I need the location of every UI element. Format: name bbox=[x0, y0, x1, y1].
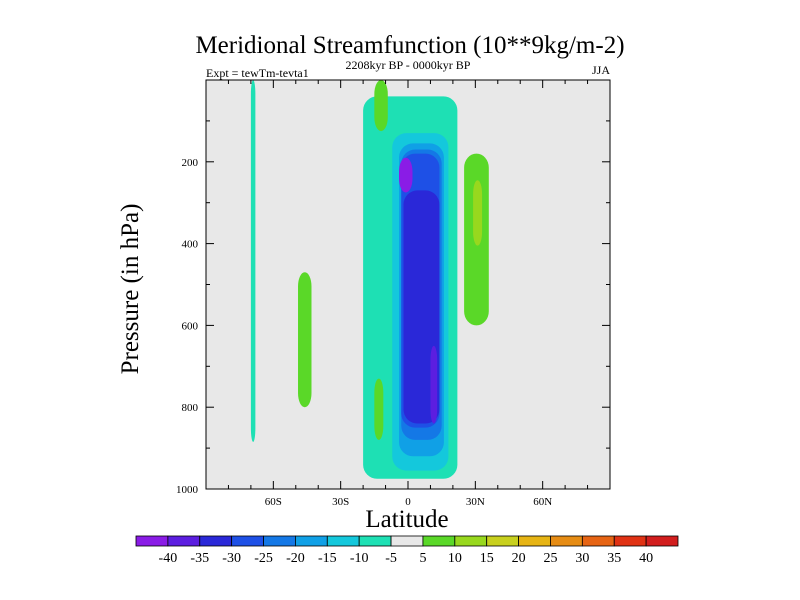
colorbar-label: 15 bbox=[480, 551, 494, 566]
x-tick-label: 60S bbox=[265, 496, 282, 508]
colorbar-swatch bbox=[326, 535, 360, 547]
y-tick-label: 800 bbox=[182, 402, 199, 414]
colorbar-swatch bbox=[518, 535, 551, 547]
colorbar-label: 25 bbox=[543, 551, 557, 566]
plot-frame bbox=[205, 79, 611, 490]
y-tick-label: 600 bbox=[182, 320, 199, 332]
colorbar-swatch bbox=[167, 535, 201, 547]
colorbar-label: 20 bbox=[512, 551, 526, 566]
colorbar-swatch bbox=[550, 535, 583, 547]
colorbar-swatch bbox=[231, 535, 264, 547]
colorbar-label: 35 bbox=[607, 551, 621, 566]
y-axis-label: Pressure (in hPa) bbox=[117, 204, 144, 375]
colorbar-label: -40 bbox=[159, 551, 178, 566]
colorbar-swatch bbox=[422, 535, 456, 547]
x-axis-label: Latitude bbox=[365, 506, 448, 533]
colorbar-swatch bbox=[390, 535, 424, 547]
x-tick-label: 30S bbox=[332, 496, 349, 508]
contour-region-10 bbox=[374, 80, 388, 132]
colorbar-swatch bbox=[645, 535, 679, 547]
colorbar-swatch bbox=[613, 535, 647, 547]
colorbar-label: 40 bbox=[639, 551, 653, 566]
colorbar-label: -35 bbox=[190, 551, 209, 566]
x-tick-label: 30N bbox=[466, 496, 485, 508]
y-tick-label: 1000 bbox=[176, 484, 199, 496]
contour-region-0 bbox=[250, 80, 256, 442]
contour-region-6 bbox=[403, 190, 440, 424]
colorbar-swatch bbox=[581, 535, 615, 547]
colorbar-label: 5 bbox=[419, 551, 426, 566]
colorbar-swatch bbox=[263, 535, 296, 547]
colorbar-swatch bbox=[486, 535, 519, 547]
colorbar-swatch bbox=[135, 535, 169, 547]
colorbar-label: -20 bbox=[286, 551, 305, 566]
colorbar-label: -30 bbox=[222, 551, 241, 566]
colorbar-swatch bbox=[199, 535, 233, 547]
contour-region-7 bbox=[430, 345, 438, 424]
y-tick-labels: 200 400 600 800 1000 bbox=[176, 157, 199, 496]
contour-region-13 bbox=[473, 180, 483, 246]
colorbar bbox=[135, 535, 679, 547]
colorbar-label: -5 bbox=[385, 551, 397, 566]
contour-region-8 bbox=[399, 157, 413, 193]
colorbar-label: 30 bbox=[575, 551, 589, 566]
y-tick-label: 400 bbox=[182, 239, 199, 251]
colorbar-label: 10 bbox=[448, 551, 462, 566]
colorbar-label: -10 bbox=[350, 551, 369, 566]
colorbar-label: -25 bbox=[254, 551, 273, 566]
colorbar-swatch bbox=[295, 535, 328, 547]
colorbar-swatch bbox=[358, 535, 392, 547]
colorbar-label: -15 bbox=[318, 551, 337, 566]
subtitle-center: 2208kyr BP - 0000kyr BP bbox=[346, 58, 471, 72]
colorbar-swatch bbox=[454, 535, 488, 547]
colorbar-labels: -40 -35 -30 -25 -20 -15 -10 -5 5 10 15 20 25 30 35 40 bbox=[159, 551, 654, 566]
x-tick-label: 0 bbox=[405, 496, 411, 508]
x-tick-label: 60N bbox=[533, 496, 552, 508]
x-tick-labels: 60S 30S 0 30N 60N bbox=[265, 496, 552, 508]
y-tick-label: 200 bbox=[182, 157, 199, 169]
contour-regions bbox=[250, 80, 489, 479]
contour-region-9 bbox=[298, 272, 312, 408]
subtitle-left: Expt = tewTm-tevta1 bbox=[206, 66, 309, 80]
contour-region-11 bbox=[374, 378, 384, 440]
chart-title: Meridional Streamfunction (10**9kg/m-2) bbox=[195, 32, 624, 59]
subtitle-right: JJA bbox=[592, 63, 610, 77]
